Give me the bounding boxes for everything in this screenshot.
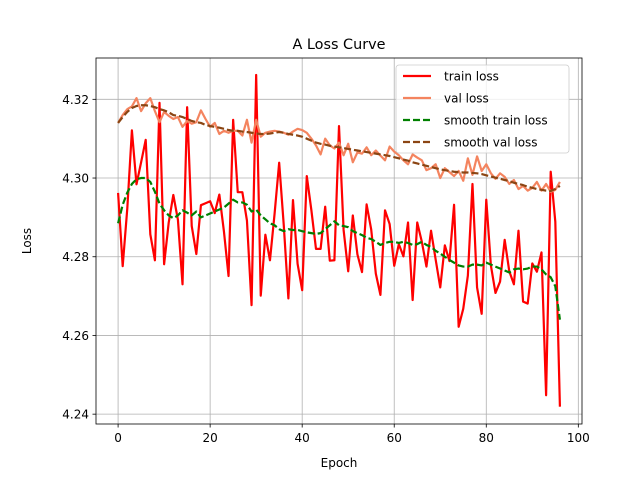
train-loss-legend-label: train loss <box>444 70 499 84</box>
y-tick-label: 4.24 <box>62 408 89 422</box>
smooth-val-loss-legend-label: smooth val loss <box>444 136 538 150</box>
legend: train loss val loss smooth train loss smoot… <box>395 64 570 154</box>
y-tick-label: 4.32 <box>62 93 89 107</box>
y-tick-label: 4.28 <box>62 250 89 264</box>
train-loss-line <box>116 73 562 407</box>
grid-lines <box>96 58 582 424</box>
smooth-train-loss-legend-label: smooth train loss <box>444 114 548 128</box>
chart-title: A Loss Curve <box>292 37 385 53</box>
smooth-train-loss-line <box>117 176 561 320</box>
x-axis-label: Epoch <box>321 456 358 470</box>
x-tick-label: 60 <box>387 431 402 445</box>
y-axis-label: Loss <box>20 228 34 254</box>
smooth-val-loss-line <box>117 104 561 193</box>
val-loss-legend-label: val loss <box>444 92 489 106</box>
x-tick-label: 20 <box>202 431 217 445</box>
axis-ticks: 0 20 40 60 80 100 4.24 4.26 4.28 4.30 4.32 <box>62 93 589 445</box>
y-tick-label: 4.26 <box>62 329 89 343</box>
plot-frame <box>95 57 583 425</box>
legend-box <box>395 64 570 154</box>
series-lines <box>116 73 562 407</box>
x-tick-label: 0 <box>114 431 122 445</box>
x-tick-label: 100 <box>567 431 590 445</box>
val-loss-line <box>117 97 561 193</box>
x-tick-label: 40 <box>295 431 310 445</box>
x-tick-label: 80 <box>479 431 494 445</box>
y-tick-label: 4.30 <box>62 172 89 186</box>
